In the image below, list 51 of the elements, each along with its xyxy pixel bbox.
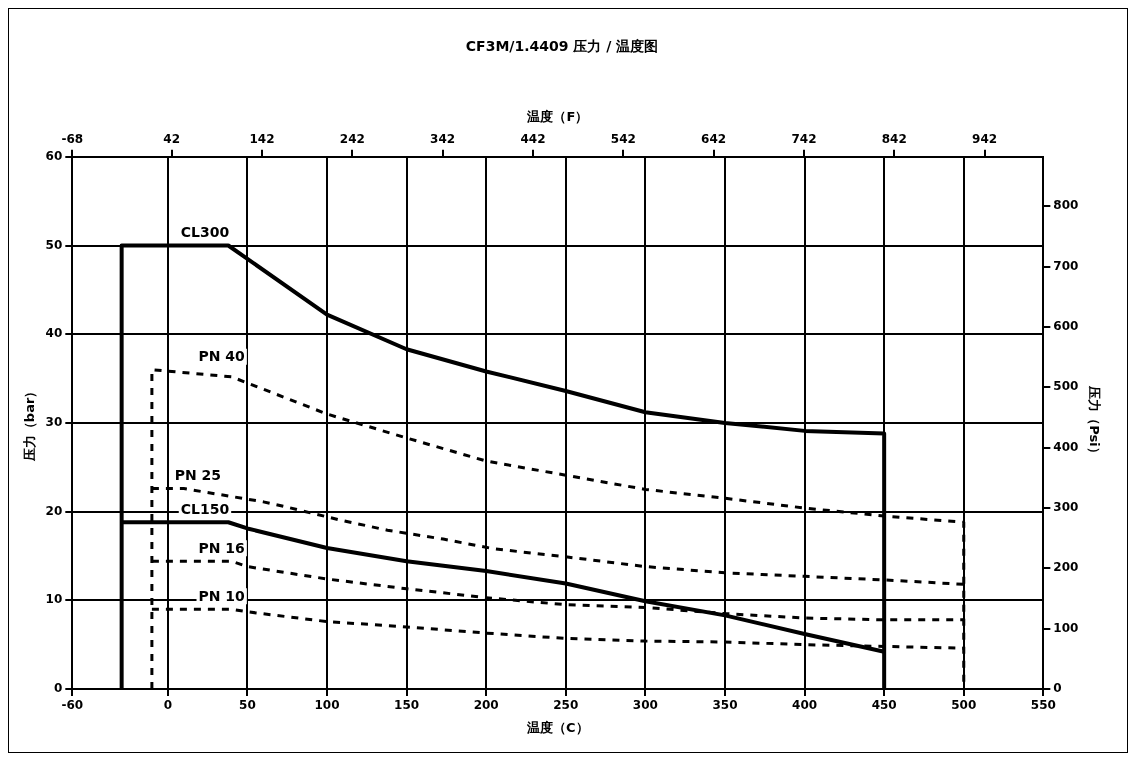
- x-tick-label: 350: [712, 698, 738, 713]
- y2-tick-label: 0: [1053, 681, 1062, 696]
- x2-tick-label: 542: [610, 131, 636, 146]
- y2-tick-label: 600: [1053, 319, 1079, 334]
- x-tick-label: 300: [632, 698, 658, 713]
- y2-tick-label: 100: [1053, 620, 1079, 635]
- x2-tick-label: 642: [701, 131, 727, 146]
- x-tick-label: -60: [61, 698, 84, 713]
- series-label: PN 16: [198, 539, 245, 556]
- y2-tick-label: 200: [1053, 560, 1079, 575]
- x-tick-label: 400: [792, 698, 818, 713]
- x-tick-label: 150: [394, 698, 420, 713]
- line-series: [150, 487, 966, 586]
- y2-axis-title: 压力（Psi）: [1086, 385, 1102, 460]
- y-axis-title: 压力（bar）: [22, 384, 38, 463]
- y-tick-label: 0: [53, 681, 63, 696]
- y-tick-label: 60: [45, 148, 63, 163]
- y2-tick-label: 400: [1053, 439, 1079, 454]
- x-tick-label: 450: [871, 698, 897, 713]
- y-tick-label: 30: [45, 415, 63, 430]
- x-tick-label: 200: [473, 698, 499, 713]
- series-label: CL150: [180, 500, 230, 517]
- x-tick-label: 550: [1030, 698, 1056, 713]
- line-series: [150, 559, 966, 622]
- x-tick-label: 500: [951, 698, 977, 713]
- y2-tick-label: 300: [1053, 500, 1079, 515]
- x-tick-label: 0: [163, 698, 172, 713]
- x-tick-label: 100: [314, 698, 340, 713]
- series-label: CL300: [180, 224, 230, 241]
- x2-tick-label: 442: [520, 131, 546, 146]
- y-tick-label: 50: [45, 237, 63, 252]
- y-tick-label: 10: [45, 592, 63, 607]
- x2-tick-label: 842: [881, 131, 907, 146]
- x2-tick-label: 942: [972, 131, 998, 146]
- y-tick-label: 40: [45, 326, 63, 341]
- y2-tick-label: 700: [1053, 258, 1079, 273]
- series-label: PN 25: [174, 467, 221, 484]
- x2-tick-label: 142: [249, 131, 275, 146]
- y-tick-label: 20: [45, 503, 63, 518]
- series-label: PN 40: [198, 348, 246, 365]
- x2-tick-label: -68: [61, 131, 84, 146]
- x2-tick-label: 242: [339, 131, 365, 146]
- y2-tick-label: 500: [1053, 379, 1079, 394]
- x2-tick-label: 342: [430, 131, 456, 146]
- x2-tick-label: 742: [791, 131, 817, 146]
- chart-title: CF3M/1.4409 压力 / 温度图: [465, 38, 659, 55]
- series-label: PN 10: [198, 587, 246, 604]
- y2-tick-label: 800: [1053, 198, 1079, 213]
- x2-tick-label: 42: [163, 131, 181, 146]
- x-tick-label: 50: [239, 698, 256, 713]
- x-tick-label: 250: [553, 698, 579, 713]
